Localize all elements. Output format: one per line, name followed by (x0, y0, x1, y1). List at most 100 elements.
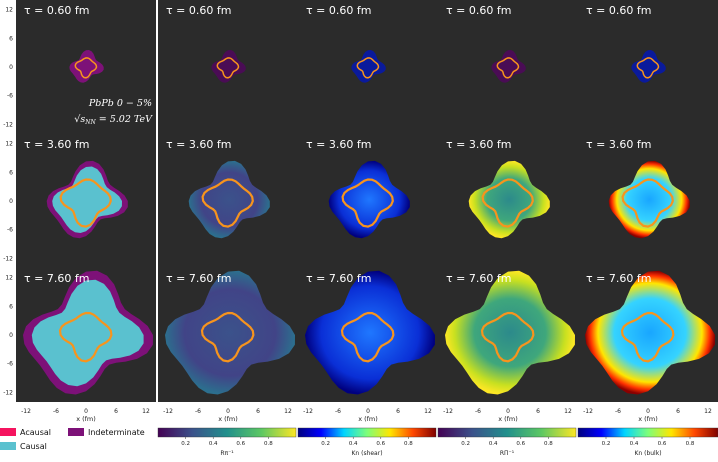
x-tick-label: 12 (424, 408, 432, 415)
energy-sub: NN (84, 119, 96, 126)
freezeout-contour (356, 57, 380, 79)
field-map (305, 270, 435, 395)
x-tick-label: -6 (53, 408, 59, 415)
field-map (608, 160, 690, 239)
x-axis-label: x (fm) (218, 415, 238, 423)
x-tick-label: -6 (195, 408, 201, 415)
x-axis-label: x (fm) (498, 415, 518, 423)
colorbar-tick-label: 0.8 (544, 441, 553, 447)
tau-label: τ = 3.60 fm (586, 138, 651, 151)
x-tick-label: 0 (84, 408, 88, 415)
density-blob (211, 50, 246, 83)
colorbar-R_pi_inverse (157, 427, 297, 438)
panel-r1-Kn_bulk: τ = 3.60 fm (578, 134, 718, 268)
y-tick-label: 12 (5, 275, 13, 282)
x-tick-label: 6 (536, 408, 540, 415)
causal-region (52, 166, 123, 233)
x-tick-label: 12 (704, 408, 712, 415)
x-axis-label: x (fm) (358, 415, 378, 423)
colorbar-tick-label: 0.8 (686, 441, 695, 447)
tau-label: τ = 3.60 fm (306, 138, 371, 151)
x-tick-label: 6 (256, 408, 260, 415)
legend-label-acausal: Acausal (20, 428, 51, 437)
tau-label: τ = 7.60 fm (24, 272, 89, 285)
collision-energy: √sNN = 5.02 TeV (74, 114, 153, 126)
colorbar-tick-label: 0.2 (461, 441, 470, 447)
density-blob (491, 50, 526, 83)
y-tick-label: 6 (9, 303, 13, 310)
colorbar-tick-label: 0.4 (630, 441, 639, 447)
freezeout-contour (496, 57, 520, 79)
y-tick-label: -6 (7, 227, 13, 234)
field-map (468, 160, 550, 239)
colorbar-tick-label: 0.8 (264, 441, 273, 447)
colorbar-tick-label: 0.8 (404, 441, 413, 447)
tau-label: τ = 3.60 fm (446, 138, 511, 151)
density-blob (351, 50, 386, 83)
x-tick-label: -6 (475, 408, 481, 415)
legend-label-indeterminate: Indeterminate (88, 428, 145, 437)
colorbar-label-Kn_bulk: Kn (bulk) (634, 450, 661, 457)
panel-r2-R_Pi_inverse: τ = 7.60 fm (438, 268, 578, 402)
x-tick-label: 0 (226, 408, 230, 415)
freezeout-contour (74, 57, 98, 79)
x-tick-label: 0 (646, 408, 650, 415)
field-map (328, 160, 410, 239)
panel-r0-R_Pi_inverse: τ = 0.60 fm (438, 0, 578, 134)
colorbar-tick-label: 0.4 (489, 441, 498, 447)
collision-system: PbPb 0 − 5% (88, 98, 152, 109)
y-tick-label: -12 (3, 255, 13, 262)
tau-label: τ = 0.60 fm (166, 4, 231, 17)
panel-r2-causality: τ = 7.60 fm (16, 268, 156, 402)
x-tick-label: 6 (114, 408, 118, 415)
tau-label: τ = 0.60 fm (24, 4, 89, 17)
panel-r1-R_Pi_inverse: τ = 3.60 fm (438, 134, 578, 268)
panels-layer: τ = 0.60 fm 12 6 0 -6 -12 τ = 0.60 fm τ = 0.60 … (3, 0, 718, 402)
x-tick-label: -6 (335, 408, 341, 415)
colorbar-Kn_bulk (577, 427, 718, 438)
colorbar-tick-label: 0.4 (209, 441, 218, 447)
field-map (188, 160, 270, 239)
y-tick-label: 12 (5, 141, 13, 148)
energy-value: = 5.02 TeV (96, 114, 153, 125)
x-tick-label: -12 (163, 408, 173, 415)
x-tick-label: 0 (506, 408, 510, 415)
panel-r2-Kn_shear: τ = 7.60 fm (298, 268, 438, 402)
x-tick-label: 0 (366, 408, 370, 415)
panel-r2-Kn_bulk: τ = 7.60 fm (578, 268, 718, 402)
y-tick-label: -12 (3, 121, 13, 128)
density-blob (69, 50, 104, 83)
colorbar-tick-label: 0.2 (321, 441, 330, 447)
x-axis-labels: -12 -6 0 6 12 x (fm) -12 -6 0 6 12 x (fm) -12 -6 0 6 12 x… (21, 408, 712, 423)
colorbar-tick-label: 0.6 (236, 441, 245, 447)
y-tick-label: -6 (7, 93, 13, 100)
colorbars: 0.2 0.4 0.6 0.8 Rπ⁻¹ 0.2 0.4 0.6 0.8 Kn (shear) 0.… (157, 427, 718, 457)
field-map (445, 270, 575, 395)
tau-label: τ = 0.60 fm (306, 4, 371, 17)
legend-swatch-acausal (0, 428, 16, 436)
freezeout-contour (201, 178, 254, 228)
x-tick-label: 6 (676, 408, 680, 415)
x-axis-label: x (fm) (638, 415, 658, 423)
colorbar-R_Pi_inverse (437, 427, 577, 438)
freezeout-contour (636, 57, 660, 79)
legend-swatch-causal (0, 442, 16, 450)
panel-r0-Kn_shear: τ = 0.60 fm (298, 0, 438, 134)
x-axis-label: x (fm) (76, 415, 96, 423)
y-tick-label: -12 (3, 389, 13, 396)
colorbar-Kn_shear (297, 427, 437, 438)
x-tick-label: 12 (564, 408, 572, 415)
y-tick-label: 0 (9, 64, 13, 71)
panel-r0-causality: τ = 0.60 fm (16, 0, 156, 134)
colorbar-tick-label: 0.6 (376, 441, 385, 447)
y-tick-label: 6 (9, 169, 13, 176)
x-tick-label: -12 (443, 408, 453, 415)
colorbar-tick-label: 0.2 (181, 441, 190, 447)
panel-r1-Kn_shear: τ = 3.60 fm (298, 134, 438, 268)
tau-label: τ = 7.60 fm (166, 272, 231, 285)
y-tick-label: -6 (7, 361, 13, 368)
freezeout-contour (480, 311, 535, 363)
freezeout-contour (340, 311, 395, 363)
colorbar-label-R_Pi_inverse: RΠ⁻¹ (500, 450, 515, 457)
energy-sqrt: √s (74, 114, 85, 125)
